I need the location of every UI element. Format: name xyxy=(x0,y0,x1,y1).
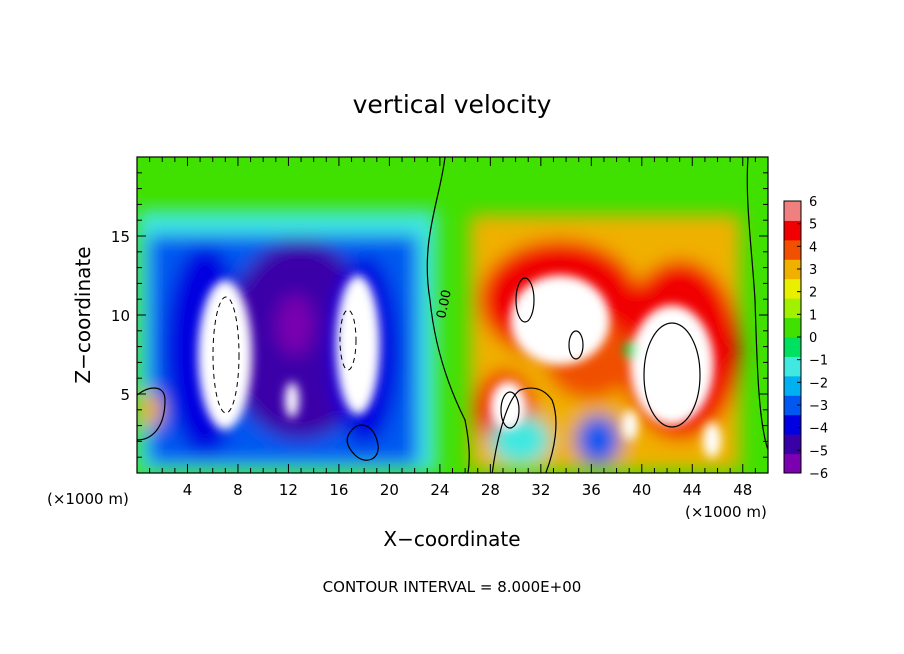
colorbar-tick-label: 1 xyxy=(809,308,817,323)
y-tick-label: 10 xyxy=(111,307,130,325)
x-unit-left: (×1000 m) xyxy=(47,490,129,508)
colorbar-tick-label: 2 xyxy=(809,286,817,301)
colorbar-tick-label: −3 xyxy=(809,399,828,414)
x-tick-label: 4 xyxy=(183,481,193,499)
colorbar-segment xyxy=(784,434,801,455)
colorbar-tick-label: 3 xyxy=(809,263,817,278)
colorbar-tick-label: −2 xyxy=(809,376,828,391)
x-tick-label: 8 xyxy=(233,481,243,499)
plot-area: 0.00 xyxy=(137,157,768,473)
colorbar-segment xyxy=(784,375,801,396)
x-tick-label: 24 xyxy=(430,481,449,499)
chart-title: vertical velocity xyxy=(353,90,552,119)
colorbar-segment xyxy=(784,453,801,474)
contour-interval-note: CONTOUR INTERVAL = 8.000E+00 xyxy=(323,578,582,596)
colorbar-segment xyxy=(784,414,801,435)
x-tick-label: 44 xyxy=(683,481,702,499)
colorbar-tick-label: 5 xyxy=(809,218,817,233)
x-unit-right: (×1000 m) xyxy=(685,503,767,521)
colorbar-tick-label: 0 xyxy=(809,331,817,346)
colorbar-tick-label: −5 xyxy=(809,444,828,459)
x-tick-label: 36 xyxy=(582,481,601,499)
colorbar-tick-label: −6 xyxy=(809,467,828,482)
colorbar-segment xyxy=(784,259,801,280)
colorbar-segment xyxy=(784,239,801,260)
y-tick-label: 15 xyxy=(111,228,130,246)
colorbar-tick-label: 6 xyxy=(809,195,817,210)
x-tick-label: 16 xyxy=(329,481,348,499)
colorbar-tick-label: −1 xyxy=(809,354,828,369)
x-tick-label: 12 xyxy=(279,481,298,499)
x-tick-label: 32 xyxy=(531,481,550,499)
colorbar-segment xyxy=(784,356,801,377)
x-tick-label: 48 xyxy=(733,481,752,499)
colorbar-segment xyxy=(784,337,801,357)
colorbar-segment xyxy=(784,201,801,221)
colorbar-segment xyxy=(784,220,801,241)
x-tick-label: 20 xyxy=(380,481,399,499)
x-axis-label: X−coordinate xyxy=(383,527,520,551)
y-axis-label: Z−coordinate xyxy=(71,246,95,383)
colorbar: 6 5 4 3 2 1 0 −1 −2 −3 −4 −5 −6 xyxy=(783,195,828,482)
colorbar-segment xyxy=(784,298,801,319)
colorbar-segment xyxy=(784,278,801,299)
x-tick-label: 40 xyxy=(632,481,651,499)
y-tick-label: 5 xyxy=(120,386,130,404)
colorbar-segment xyxy=(784,317,801,338)
x-tick-label: 28 xyxy=(481,481,500,499)
colorbar-tick-label: 4 xyxy=(809,240,817,255)
colorbar-segment xyxy=(784,395,801,416)
colorbar-tick-label: −4 xyxy=(809,422,828,437)
contour-label: 0.00 xyxy=(434,289,455,320)
